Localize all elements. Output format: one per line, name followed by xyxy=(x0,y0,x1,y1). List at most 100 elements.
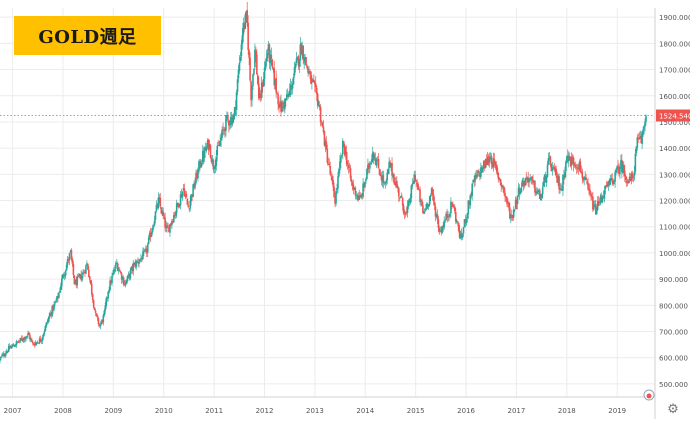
candle-body xyxy=(145,248,147,251)
candle-body xyxy=(528,178,530,183)
candle-body xyxy=(172,221,174,223)
candle-body xyxy=(348,167,351,168)
candle-body xyxy=(61,274,64,279)
candle-body xyxy=(645,115,647,122)
candle-body xyxy=(289,84,292,90)
candle-body xyxy=(329,166,332,175)
candle-body xyxy=(291,83,294,89)
candle-body xyxy=(571,157,574,159)
candle-body xyxy=(439,230,442,232)
candle-body xyxy=(175,203,178,213)
candle-body xyxy=(266,52,269,59)
candle-body xyxy=(479,172,481,177)
candle-body xyxy=(498,177,501,180)
candle-body xyxy=(591,196,593,198)
candle-body xyxy=(32,341,34,344)
candle-body xyxy=(182,188,185,191)
candle-body xyxy=(151,227,154,232)
candle-body xyxy=(256,54,258,75)
y-tick-label: 1000.000 xyxy=(659,250,690,258)
candle-body xyxy=(433,201,436,206)
candle-body xyxy=(241,35,244,45)
candle-body xyxy=(521,179,524,187)
candle-body xyxy=(122,277,125,285)
candle-body xyxy=(204,147,207,151)
candle-body xyxy=(627,180,630,183)
candle-body xyxy=(171,220,173,226)
candle-body xyxy=(316,93,319,106)
candle-body xyxy=(395,181,397,187)
candle-body xyxy=(493,159,496,163)
candle-body xyxy=(38,338,41,344)
candle-body xyxy=(257,83,260,99)
candle-body xyxy=(264,62,267,70)
candle-body xyxy=(580,171,583,173)
candle-body xyxy=(616,166,618,170)
candle-body xyxy=(566,155,569,161)
candle-body xyxy=(165,225,167,229)
candle-body xyxy=(82,272,84,275)
candle-body xyxy=(211,159,214,163)
candle-body xyxy=(212,160,215,170)
candle-body xyxy=(402,205,405,214)
candle-body xyxy=(195,172,197,184)
candle-body xyxy=(359,195,361,198)
candle-body xyxy=(401,197,404,206)
candle-body xyxy=(579,161,582,173)
y-tick-label: 1700.000 xyxy=(659,67,690,75)
candle-body xyxy=(95,313,98,317)
candle-body xyxy=(492,158,495,168)
candle-body xyxy=(281,102,283,113)
candle-body xyxy=(454,206,456,212)
candle-body xyxy=(418,189,420,191)
candle-body xyxy=(456,221,459,223)
candle-body xyxy=(282,102,284,105)
candle-body xyxy=(448,215,450,217)
candle-body xyxy=(608,181,611,185)
x-tick-label: 2014 xyxy=(356,407,374,415)
candle-body xyxy=(360,195,362,198)
candle-body xyxy=(72,263,75,275)
gear-icon[interactable]: ⚙ xyxy=(667,402,679,417)
candle-body xyxy=(86,263,88,266)
candle-body xyxy=(13,346,16,348)
candle-body xyxy=(464,219,467,224)
candle-body xyxy=(303,61,305,63)
candle-body xyxy=(545,175,548,183)
candle-body xyxy=(436,214,439,220)
candle-body xyxy=(255,51,257,56)
candle-body xyxy=(271,59,274,68)
candle-body xyxy=(129,270,132,279)
candle-body xyxy=(76,277,79,286)
candle-body xyxy=(378,169,381,175)
candle-body xyxy=(317,104,320,107)
candle-body xyxy=(269,54,272,64)
candle-body xyxy=(320,123,323,125)
candle-body xyxy=(485,159,488,165)
candle-body xyxy=(600,196,603,202)
candle-body xyxy=(215,156,218,166)
candle-body xyxy=(214,165,217,169)
candle-body xyxy=(134,263,136,267)
candle-body xyxy=(623,170,626,177)
candle-body xyxy=(347,165,350,168)
x-tick-label: 2016 xyxy=(457,407,475,415)
candle-body xyxy=(447,215,449,218)
candle-body xyxy=(4,355,6,357)
candle-body xyxy=(259,93,262,98)
candle-body xyxy=(372,152,375,159)
candle-body xyxy=(130,267,133,270)
candle-body xyxy=(280,101,282,112)
candle-body xyxy=(115,262,117,269)
candle-body xyxy=(387,169,389,174)
candle-body xyxy=(114,269,116,271)
candle-body xyxy=(391,163,393,176)
candle-body xyxy=(146,244,149,253)
candle-body xyxy=(403,213,406,215)
candle-body xyxy=(104,305,107,311)
candle-body xyxy=(44,325,47,332)
candle-body xyxy=(79,273,81,277)
x-tick-label: 2011 xyxy=(205,407,223,415)
